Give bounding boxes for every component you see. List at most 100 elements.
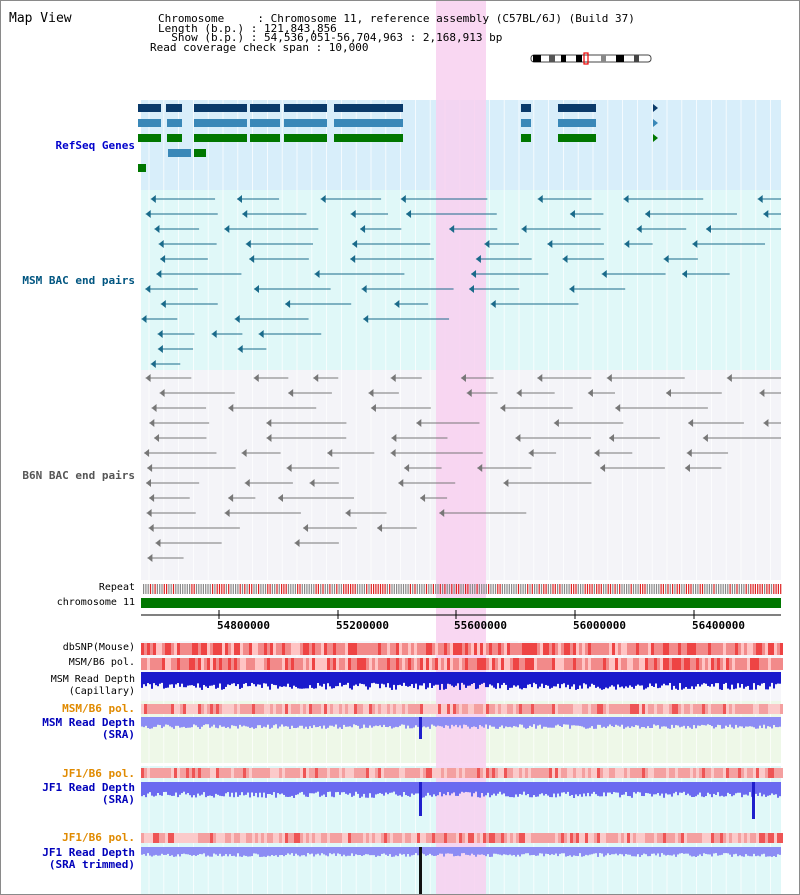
track-label-b6n-bac[interactable]: B6N BAC end pairs [22,469,135,482]
polymorphism-heat [681,704,684,714]
repeat-mark [232,584,234,594]
polymorphism-heat [291,704,294,714]
polymorphism-heat [159,833,162,843]
read-depth-bar [565,782,567,794]
read-depth-bar [249,782,251,798]
read-depth-bar [713,672,715,687]
read-depth-bar [557,717,559,725]
polymorphism-heat [204,704,207,714]
read-depth-bar [695,782,697,797]
polymorphism-heat [477,658,480,670]
repeat-mark [159,584,161,594]
read-depth-bar [335,717,337,725]
read-depth-bar [195,672,197,688]
read-depth-bar [357,717,359,726]
polymorphism-heat [558,704,561,714]
bac-end-marker [416,419,422,427]
repeat-mark [391,584,393,594]
read-depth-bar [637,782,639,792]
polymorphism-heat [708,643,711,655]
repeat-mark [462,584,464,594]
repeat-mark [591,584,593,594]
polymorphism-heat [372,643,375,655]
read-depth-bar [349,847,351,856]
bac-end-marker [150,195,156,203]
read-depth-bar [445,782,447,796]
read-depth-bar [411,782,413,794]
read-depth-bar [193,717,195,725]
polymorphism-heat [729,643,732,655]
polymorphism-heat [582,643,585,655]
read-depth-bar [275,782,277,798]
polymorphism-heat [381,704,384,714]
read-depth-bar [661,847,663,854]
read-depth-bar [719,847,721,856]
polymorphism-heat [435,704,438,714]
polymorphism-heat [561,704,564,714]
read-depth-bar [757,782,759,796]
polymorphism-heat [543,833,546,843]
track-label-msm-bac[interactable]: MSM BAC end pairs [22,274,135,287]
polymorphism-heat [375,643,378,655]
read-depth-bar [179,847,181,857]
bac-end-marker [606,374,612,382]
read-depth-bar [365,782,367,798]
polymorphism-heat [429,643,432,655]
read-depth-bar [599,847,601,854]
read-depth-bar [639,847,641,857]
read-depth-bar [389,782,391,793]
read-depth-bar [319,782,321,797]
read-depth-bar [473,782,475,794]
read-depth-bar [739,672,741,688]
read-depth-bar [233,672,235,684]
read-depth-bar [643,672,645,690]
repeat-mark [481,584,483,594]
polymorphism-heat [603,643,606,655]
polymorphism-heat [735,643,738,655]
polymorphism-heat [630,833,633,843]
repeat-mark [198,584,200,594]
polymorphism-heat [336,833,339,843]
read-depth-spike [419,847,422,894]
polymorphism-heat [294,658,297,670]
read-depth-bar [539,672,541,687]
read-depth-bar [513,847,515,855]
polymorphism-heat [204,833,207,843]
read-depth-bar [501,782,503,795]
bac-end-marker [624,240,630,248]
read-depth-bar [177,672,179,684]
read-depth-bar [621,847,623,855]
bac-end-marker [228,494,234,502]
read-depth-bar [469,717,471,729]
read-depth-bar [339,672,341,683]
read-depth-bar [443,717,445,728]
read-depth-bar [669,847,671,856]
repeat-mark [297,584,299,594]
polymorphism-heat [252,643,255,655]
polymorphism-heat [315,704,318,714]
polymorphism-heat [642,658,645,670]
polymorphism-heat [606,643,609,655]
read-depth-bar [339,847,341,855]
read-depth-bar [711,717,713,727]
read-depth-bar [271,847,273,856]
read-depth-bar [553,717,555,728]
read-depth-bar [327,782,329,792]
read-depth-bar [387,717,389,728]
polymorphism-heat [693,768,696,778]
read-depth-bar [217,847,219,856]
read-depth-bar [655,672,657,684]
read-depth-bar [187,782,189,794]
repeat-mark [538,584,540,594]
polymorphism-heat [753,658,756,670]
bac-end-marker [249,255,255,263]
read-depth-bar [167,782,169,795]
polymorphism-heat [255,768,258,778]
read-depth-bar [201,782,203,795]
read-depth-bar [171,782,173,796]
read-depth-bar [625,717,627,728]
read-depth-bar [515,782,517,795]
polymorphism-heat [213,768,216,778]
track-label-refseq[interactable]: RefSeq Genes [55,139,135,152]
